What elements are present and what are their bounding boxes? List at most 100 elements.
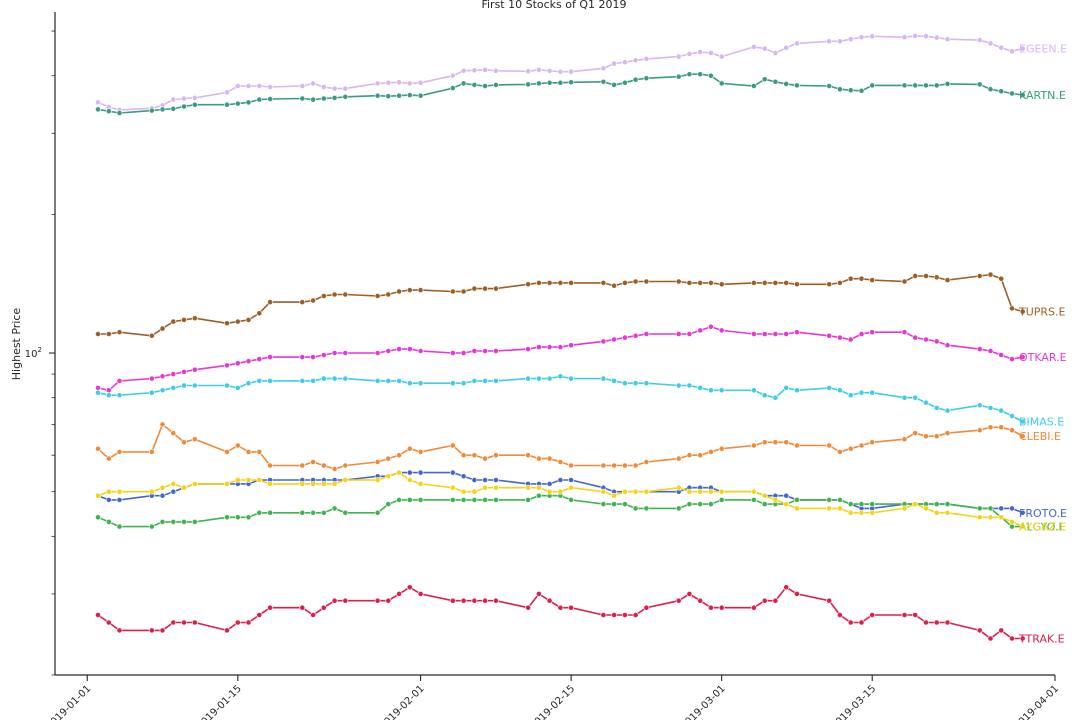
data-point <box>1019 635 1026 642</box>
data-point <box>643 331 650 337</box>
data-point <box>267 462 273 469</box>
data-point <box>847 36 854 43</box>
data-point <box>374 459 381 465</box>
data-point <box>267 509 273 516</box>
data-point <box>224 514 230 521</box>
data-point <box>342 597 349 604</box>
data-point <box>245 316 252 323</box>
x-tick-label: 2019-04-01 <box>1012 683 1061 720</box>
data-point <box>95 445 101 452</box>
data-point <box>331 505 338 512</box>
series-line <box>97 586 1023 640</box>
data-point <box>869 509 876 516</box>
series-label: CLEBI.E <box>1019 430 1061 443</box>
data-point <box>675 484 682 491</box>
data-point <box>976 402 983 409</box>
data-point <box>396 452 402 459</box>
data-point <box>772 279 779 286</box>
data-point <box>998 275 1005 282</box>
data-point <box>718 496 725 503</box>
data-point <box>761 45 768 52</box>
series-line <box>97 325 1023 392</box>
data-point <box>1009 305 1015 312</box>
data-point <box>718 281 725 288</box>
data-point <box>299 354 306 360</box>
data-point <box>385 597 392 604</box>
data-point <box>245 477 252 483</box>
data-point <box>148 448 155 455</box>
data-point <box>783 44 790 51</box>
data-point <box>675 278 682 285</box>
data-point <box>417 287 424 293</box>
data-point <box>858 87 865 94</box>
data-point <box>374 597 381 604</box>
data-point <box>600 501 607 507</box>
data-point <box>170 318 177 325</box>
data-point <box>869 501 876 507</box>
data-point <box>471 67 478 74</box>
data-point <box>998 407 1005 414</box>
data-point <box>944 342 951 349</box>
data-point <box>116 377 123 384</box>
data-point <box>976 81 983 88</box>
data-point <box>847 336 854 343</box>
data-point <box>525 346 531 352</box>
data-point <box>105 108 112 115</box>
data-point <box>159 387 166 394</box>
data-point <box>751 44 757 50</box>
data-point <box>310 297 316 304</box>
data-point <box>901 34 908 41</box>
data-point <box>181 103 187 110</box>
data-point <box>632 278 639 285</box>
data-point <box>331 375 338 382</box>
data-point <box>772 597 779 604</box>
data-point <box>245 448 252 455</box>
y-tick-label: 102 <box>25 346 42 360</box>
data-point <box>310 612 316 618</box>
data-point <box>396 377 402 384</box>
data-point <box>783 492 790 499</box>
data-point <box>869 33 876 40</box>
data-point <box>396 591 402 597</box>
data-point <box>611 282 617 289</box>
data-point <box>987 86 994 93</box>
data-point <box>449 597 456 604</box>
data-point <box>471 477 478 483</box>
data-point <box>643 278 650 285</box>
data-point <box>385 455 392 462</box>
data-point <box>116 448 123 455</box>
x-tick-label: 2019-01-15 <box>195 683 244 720</box>
data-point <box>643 380 650 387</box>
data-point <box>568 375 574 382</box>
data-point <box>342 477 349 483</box>
data-point <box>837 505 843 512</box>
data-point <box>869 82 876 89</box>
data-point <box>299 509 306 516</box>
data-point <box>783 81 790 87</box>
data-point <box>1009 48 1015 55</box>
data-point <box>697 452 704 459</box>
data-point <box>299 604 306 611</box>
data-point <box>976 346 983 352</box>
data-point <box>912 501 919 507</box>
data-point <box>234 83 241 89</box>
data-point <box>826 496 833 503</box>
data-point <box>460 452 467 459</box>
data-point <box>116 627 123 634</box>
data-point <box>449 469 456 476</box>
data-point <box>611 612 617 618</box>
data-point <box>320 352 327 358</box>
data-point <box>976 273 983 279</box>
data-point <box>783 501 790 507</box>
axes <box>54 12 1055 676</box>
data-point <box>460 67 467 74</box>
series-egeen-e <box>95 33 1026 113</box>
data-point <box>987 271 994 278</box>
data-point <box>837 496 843 503</box>
data-point <box>406 496 413 503</box>
data-point <box>105 519 112 525</box>
data-point <box>385 79 392 86</box>
data-point <box>901 394 908 401</box>
data-point <box>643 488 650 495</box>
data-point <box>406 445 413 452</box>
